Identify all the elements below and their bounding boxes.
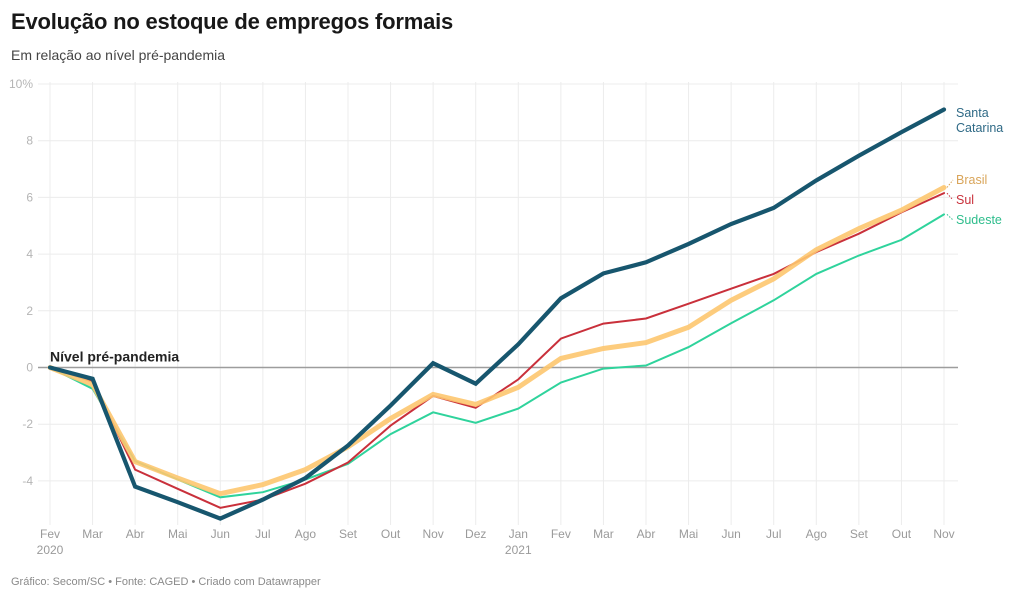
x-tick-label: Set bbox=[850, 527, 869, 541]
y-tick-label: -4 bbox=[22, 474, 33, 488]
series-label-sudeste: Sudeste bbox=[956, 213, 1002, 227]
x-tick-label: Jul bbox=[766, 527, 781, 541]
reference-line-label: Nível pré-pandemia bbox=[50, 349, 179, 365]
x-tick-label: Ago bbox=[295, 527, 317, 541]
x-tick-label: Out bbox=[892, 527, 912, 541]
x-tick-label: Set bbox=[339, 527, 358, 541]
reference-line: Nível pré-pandemia bbox=[38, 349, 958, 369]
x-tick-year-label: 2021 bbox=[505, 543, 532, 557]
y-tick-label: 4 bbox=[26, 247, 33, 261]
series-label-connector bbox=[946, 192, 954, 201]
series-label-line: Catarina bbox=[956, 121, 1003, 135]
series-label-santa-catarina: Santa Catarina bbox=[956, 106, 1003, 135]
chart-subtitle: Em relação ao nível pré-pandemia bbox=[11, 47, 226, 63]
x-tick-label: Fev bbox=[40, 527, 60, 541]
x-tick-label: Out bbox=[381, 527, 401, 541]
x-tick-label: Fev bbox=[551, 527, 571, 541]
series-line-santa-catarina bbox=[47, 107, 947, 521]
y-tick-label: 10% bbox=[9, 77, 33, 91]
series-label-brasil: Brasil bbox=[956, 173, 987, 187]
series-label-connector bbox=[946, 214, 954, 221]
series-label-sul: Sul bbox=[956, 193, 974, 207]
y-tick-label: 6 bbox=[26, 190, 33, 204]
series-line-sul bbox=[49, 192, 945, 509]
x-tick-label: Nov bbox=[933, 527, 954, 541]
x-tick-label: Abr bbox=[637, 527, 656, 541]
x-tick-year-label: 2020 bbox=[37, 543, 64, 557]
x-tick-label: Mar bbox=[82, 527, 103, 541]
chart-credit: Gráfico: Secom/SC • Fonte: CAGED • Criad… bbox=[11, 576, 321, 588]
x-tick-label: Mar bbox=[593, 527, 614, 541]
series-lines bbox=[47, 107, 947, 521]
x-axis-ticks: Fev 2020 Mar Abr Mai Jun Jul Ago Set Out Nov Dez Jan… bbox=[37, 527, 955, 557]
series-label-line: Sul bbox=[956, 193, 974, 207]
x-tick-label: Jun bbox=[721, 527, 740, 541]
series-line-brasil bbox=[47, 185, 947, 497]
y-tick-label: 8 bbox=[26, 134, 33, 148]
series-label-line: Sudeste bbox=[956, 213, 1002, 227]
series-label-line: Santa bbox=[956, 106, 989, 120]
series-label-line: Brasil bbox=[956, 173, 987, 187]
x-tick-label: Jul bbox=[255, 527, 270, 541]
y-tick-label: 2 bbox=[26, 304, 33, 318]
chart-title: Evolução no estoque de empregos formais bbox=[11, 9, 454, 34]
x-tick-label: Nov bbox=[422, 527, 443, 541]
gridlines bbox=[38, 82, 958, 525]
x-tick-label: Abr bbox=[126, 527, 145, 541]
y-axis-ticks: 10% 8 6 4 2 0 -2 -4 bbox=[9, 77, 33, 488]
series-label-connector bbox=[946, 179, 954, 188]
x-tick-label: Ago bbox=[806, 527, 828, 541]
x-tick-label: Jun bbox=[211, 527, 230, 541]
x-tick-label: Mai bbox=[168, 527, 187, 541]
x-tick-label: Jan bbox=[509, 527, 528, 541]
x-tick-label: Dez bbox=[465, 527, 486, 541]
series-labels: Sudeste Sul Brasil Santa Catarina bbox=[946, 106, 1003, 227]
y-tick-label: 0 bbox=[26, 361, 33, 375]
x-tick-label: Mai bbox=[679, 527, 698, 541]
y-tick-label: -2 bbox=[22, 417, 33, 431]
